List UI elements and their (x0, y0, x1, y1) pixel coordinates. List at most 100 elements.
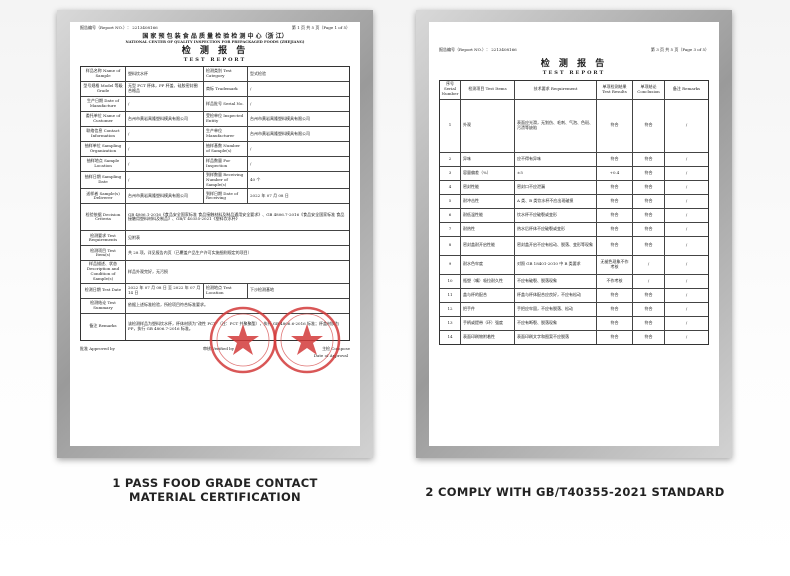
field-label: 检测类别 Test Category (203, 67, 247, 82)
table-row: 13 手柄或提带（环）强度 不应有断裂、脱落现象 符合 符合 / (440, 315, 708, 330)
field-value: / (125, 157, 203, 172)
column-header: 单项结论 Conclusion (632, 80, 664, 99)
table-cell: / (664, 274, 708, 288)
field-value: 样品外观完好，无污损 (125, 261, 349, 283)
right-caption: 2 COMPLY WITH GB/T40355-2021 STANDARD (425, 485, 725, 499)
report-title-en: TEST REPORT (542, 69, 606, 76)
field-value: / (247, 82, 349, 97)
table-cell: 符合 (632, 208, 664, 222)
table-cell: 符合 (596, 99, 632, 152)
table-cell: 外观 (460, 99, 514, 152)
field-value: 该检测样品为塑料饮水杯，杯体材质为“改性 PCT”（注：PCT 共聚聚酯），执行… (125, 313, 349, 340)
field-label: 样品批号 Serial No. (203, 97, 247, 112)
table-cell: 表面应光滑，无划伤、毛刺、气泡、色斑、污渍等缺陷 (514, 99, 596, 152)
table-row: 检测结论 Test Summary 依据上述标准检验，所检项目符合标准要求。 (81, 297, 349, 313)
table-cell: 11 (447, 291, 453, 297)
table-cell: 14 (447, 333, 453, 339)
table-cell: 符合 (596, 222, 632, 236)
table-cell: 5 (448, 197, 452, 203)
table-row: 备注 Remarks 该检测样品为塑料饮水杯，杯体材质为“改性 PCT”（注：PC… (81, 312, 349, 340)
table-cell: 饮水杯不应破裂或变形 (514, 208, 596, 222)
table-cell: 符合 (632, 222, 664, 236)
table-cell: 符合 (632, 99, 664, 152)
field-label: 检测项目 Test Item(s) (90, 247, 116, 258)
left-caption: 1 PASS FOOD GRADE CONTACT MATERIAL CERTI… (60, 476, 370, 504)
table-cell: 手柄或提带（环）强度 (460, 316, 514, 330)
table-cell: / (664, 330, 708, 344)
table-cell: 符合 (632, 236, 664, 255)
table-cell: 不作考核 (596, 274, 632, 288)
field-value: 见附表 (125, 231, 349, 246)
table-cell: 容量偏差（%） (460, 166, 514, 180)
table-cell: 耐热性 (460, 222, 514, 236)
field-label: 检测地点 Test Location (203, 283, 247, 298)
center-name: 国 家 预 包 装 食 品 质 量 检 验 检 测 中 心（浙 江） (142, 32, 288, 40)
field-value: / (125, 97, 203, 112)
column-header: 备注 Remarks (664, 80, 708, 99)
field-label: 抽样地点 Sample Location (86, 158, 120, 169)
table-cell: / (664, 302, 708, 316)
field-label: 检测结论 Test Summary (90, 299, 116, 310)
table-cell: / (664, 208, 708, 222)
table-cell: 13 (447, 319, 453, 325)
table-cell: 3 (448, 169, 452, 175)
table-cell: +0.4 (596, 166, 632, 180)
column-header: 技术要求 Requirement (514, 80, 596, 99)
table-row: 3 容量偏差（%） ±5 +0.4 符合 / (440, 165, 708, 180)
table-row: 联络信息 Contact Information / 生产单位 Manufactur… (81, 126, 349, 142)
field-label: 到样数量 Receiving Number of Sample(s) (203, 172, 247, 189)
report-title: 检 测 报 告 (540, 58, 608, 69)
field-label: 受检单位 Inspected Entity (203, 112, 247, 127)
table-cell: 符合 (632, 166, 664, 180)
table-row: 抽样单位 Sampling Organization / 抽样基数 Number o… (81, 141, 349, 157)
table-cell: 把手件 (460, 302, 514, 316)
table-cell: 异味 (460, 152, 514, 166)
field-label: 型号规格 Model 等级 Grade (83, 83, 123, 94)
field-label: 备注 Remarks (89, 323, 117, 329)
approval-date: Date of Approval (313, 353, 348, 359)
table-cell: / (664, 99, 708, 152)
center-name-en: NATIONAL CENTER OF QUALITY INSPECTION FO… (125, 39, 305, 44)
column-header: 序号 Serial Number (441, 81, 459, 96)
field-value: 下沙检测基地 (247, 283, 349, 298)
field-label: 联络信息 Contact Information (86, 128, 120, 139)
table-cell: 密封性能 (460, 180, 514, 194)
table-cell: 表面印刷物附着性 (460, 330, 514, 344)
table-cell: 手把应牢固，不应有脱落、松动 (514, 302, 596, 316)
field-label: 检测要求 Test Requirements (88, 232, 118, 243)
field-label: 抽样基数 Number of Sample(s) (203, 142, 247, 157)
right-frame: 报告编号（Report NO.）： 2213408166 第 3 页 共 5 页（… (416, 10, 732, 458)
field-label: 样品名称 Name of Sample (85, 68, 121, 79)
field-value: 台州市黄岩禹隆塑料模具有限公司 (125, 112, 203, 127)
field-value: / (125, 172, 203, 189)
page-number: 第 3 页 共 5 页（Page 3 of 5） (650, 47, 709, 52)
field-label: 检测日期 Test Date (84, 287, 122, 293)
report-number: 报告编号（Report NO.）： 2213408166 (439, 47, 517, 52)
table-row: 检验依据 Decision Criteria GB 4806.1-2016《食品安… (81, 203, 349, 231)
report-title-en: TEST REPORT (183, 57, 247, 64)
table-cell: 符合 (596, 316, 632, 330)
field-label: 委托单位 Name of Customer (85, 113, 121, 124)
table-cell: 10 (447, 277, 453, 283)
field-value: 2022 年 07 月 08 日 (247, 189, 349, 204)
table-cell: 符合 (596, 302, 632, 316)
column-header: 检测项目 Test Items (460, 80, 514, 99)
table-cell: 杯盖与杯体配合应良好，不应有松动 (514, 288, 596, 302)
field-label: 商标 Trademark (203, 82, 247, 97)
field-value: GB 4806.1-2016《食品安全国家标准 食品接触材料及制品通用安全要求》… (125, 204, 349, 231)
table-cell: 瓶塑（嘴）吸拉耐久性 (460, 274, 514, 288)
left-report: 报告编号（Report NO.）： 2213408166 第 1 页 共 5 页（… (70, 22, 360, 446)
table-row: 检测项目 Test Item(s) 共 28 项，详见报告内页（已覆盖产品生产许可… (81, 245, 349, 261)
table-cell: / (664, 316, 708, 330)
table-cell: 12 (447, 305, 453, 311)
table-row: 10 瓶塑（嘴）吸拉耐久性 不应有破裂、脱落现象 不作考核 / / (440, 273, 708, 288)
table-row: 1 外观 表面应光滑，无划伤、毛刺、气泡、色斑、污渍等缺陷 符合 符合 / (440, 98, 708, 152)
field-value: 共 28 项，详见报告内页（已覆盖产品生产许可实施细则规定的项目） (125, 246, 349, 261)
signature-label: 审核 Verified by (202, 345, 234, 351)
header-row: 序号 Serial Number 检测项目 Test Items 技术要求 Requ… (440, 80, 708, 99)
signature-label: 批准 Approved by (80, 345, 115, 351)
table-row: 2 异味 应不得有异味 符合 符合 / (440, 151, 708, 166)
table-row: 6 耐低温性能 饮水杯不应破裂或变形 符合 符合 / (440, 207, 708, 222)
table-cell: 符合 (596, 236, 632, 255)
field-label: 送样者 Sample(s) Deliverer (86, 190, 120, 201)
